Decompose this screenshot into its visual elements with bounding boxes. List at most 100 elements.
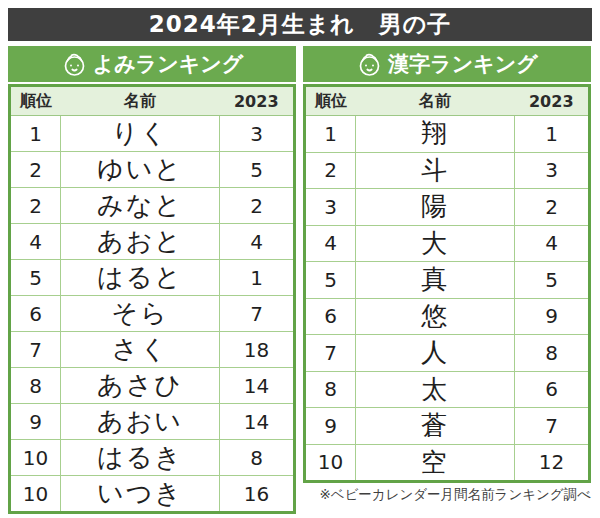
- name-cell: はるき: [61, 440, 220, 476]
- kanji-ranking-title: 漢字ランキング: [388, 50, 537, 78]
- yomi-ranking-table: 順位 名前 2023 1 りく 3 2: [8, 84, 296, 514]
- rank-cell: 4: [10, 224, 61, 260]
- rank-cell: 9: [10, 404, 61, 440]
- rank-cell: 8: [305, 371, 356, 408]
- rank-cell: 9: [305, 408, 356, 445]
- prev-rank-cell: 4: [220, 224, 295, 260]
- prev-rank-cell: 1: [515, 116, 590, 153]
- prev-rank-cell: 14: [220, 368, 295, 404]
- name-cell: 人: [356, 335, 515, 372]
- kanji-ranking-section: 漢字ランキング 順位 名前 2023 1 翔: [303, 46, 591, 514]
- rank-column-header: 順位: [10, 86, 61, 116]
- name-cell: あおい: [61, 404, 220, 440]
- table-row: 1 りく 3: [10, 116, 295, 152]
- prev-rank-cell: 7: [515, 408, 590, 445]
- prev-rank-cell: 18: [220, 332, 295, 368]
- name-cell: さく: [61, 332, 220, 368]
- name-cell: 陽: [356, 189, 515, 226]
- table-row: 2 みなと 2: [10, 188, 295, 224]
- yomi-ranking-header: よみランキング: [8, 46, 296, 82]
- table-row: 9 あおい 14: [10, 404, 295, 440]
- name-cell: あさひ: [61, 368, 220, 404]
- ranking-tables: よみランキング 順位 名前 2023 1 りく: [8, 46, 592, 514]
- table-row: 2 ゆいと 5: [10, 152, 295, 188]
- table-row: 5 真 5: [305, 262, 590, 299]
- prev-rank-cell: 9: [515, 298, 590, 335]
- name-column-header: 名前: [356, 86, 515, 116]
- prev-rank-cell: 2: [220, 188, 295, 224]
- prev-year-column-header: 2023: [515, 86, 590, 116]
- page-title: 2024年2月生まれ 男の子: [149, 9, 452, 40]
- yomi-header-row: 順位 名前 2023: [10, 86, 295, 116]
- table-row: 10 いつき 16: [10, 476, 295, 513]
- rank-cell: 2: [10, 188, 61, 224]
- prev-rank-cell: 16: [220, 476, 295, 513]
- name-cell: 真: [356, 262, 515, 299]
- table-row: 4 あおと 4: [10, 224, 295, 260]
- prev-rank-cell: 8: [220, 440, 295, 476]
- kanji-ranking-header: 漢字ランキング: [303, 46, 591, 82]
- name-cell: はると: [61, 260, 220, 296]
- rank-cell: 4: [305, 225, 356, 262]
- rank-cell: 6: [305, 298, 356, 335]
- rank-cell: 7: [10, 332, 61, 368]
- rank-column-header: 順位: [305, 86, 356, 116]
- table-row: 3 陽 2: [305, 189, 590, 226]
- prev-rank-cell: 8: [515, 335, 590, 372]
- source-footnote: ※ベビーカレンダー月間名前ランキング調べ: [303, 486, 591, 504]
- prev-year-column-header: 2023: [220, 86, 295, 116]
- kanji-table-body: 1 翔 1 2 斗 3 3 陽: [305, 116, 590, 482]
- yomi-table-body: 1 りく 3 2 ゆいと 5 2 みなと: [10, 116, 295, 513]
- name-cell: あおと: [61, 224, 220, 260]
- rank-cell: 7: [305, 335, 356, 372]
- rank-cell: 10: [10, 440, 61, 476]
- yomi-ranking-title: よみランキング: [93, 50, 243, 78]
- prev-rank-cell: 1: [220, 260, 295, 296]
- table-row: 6 悠 9: [305, 298, 590, 335]
- table-row: 2 斗 3: [305, 152, 590, 189]
- rank-cell: 8: [10, 368, 61, 404]
- table-row: 8 太 6: [305, 371, 590, 408]
- name-cell: いつき: [61, 476, 220, 513]
- table-row: 5 はると 1: [10, 260, 295, 296]
- name-cell: りく: [61, 116, 220, 152]
- baby-face-icon: [61, 51, 88, 78]
- rank-cell: 6: [10, 296, 61, 332]
- baby-face-icon: [356, 51, 383, 78]
- name-cell: 斗: [356, 152, 515, 189]
- prev-rank-cell: 3: [515, 152, 590, 189]
- table-row: 7 さく 18: [10, 332, 295, 368]
- prev-rank-cell: 12: [515, 444, 590, 481]
- name-cell: 太: [356, 371, 515, 408]
- title-bar: 2024年2月生まれ 男の子: [8, 8, 592, 41]
- table-row: 1 翔 1: [305, 116, 590, 153]
- table-row: 10 空 12: [305, 444, 590, 481]
- prev-rank-cell: 4: [515, 225, 590, 262]
- name-cell: みなと: [61, 188, 220, 224]
- name-cell: ゆいと: [61, 152, 220, 188]
- prev-rank-cell: 6: [515, 371, 590, 408]
- rank-cell: 5: [10, 260, 61, 296]
- table-row: 9 蒼 7: [305, 408, 590, 445]
- table-row: 6 そら 7: [10, 296, 295, 332]
- prev-rank-cell: 2: [515, 189, 590, 226]
- name-cell: そら: [61, 296, 220, 332]
- prev-rank-cell: 14: [220, 404, 295, 440]
- kanji-ranking-table: 順位 名前 2023 1 翔 1 2: [303, 84, 591, 483]
- prev-rank-cell: 5: [515, 262, 590, 299]
- rank-cell: 3: [305, 189, 356, 226]
- rank-cell: 10: [305, 444, 356, 481]
- rank-cell: 10: [10, 476, 61, 513]
- rank-cell: 1: [10, 116, 61, 152]
- kanji-header-row: 順位 名前 2023: [305, 86, 590, 116]
- rank-cell: 1: [305, 116, 356, 153]
- rank-cell: 2: [305, 152, 356, 189]
- table-row: 8 あさひ 14: [10, 368, 295, 404]
- prev-rank-cell: 3: [220, 116, 295, 152]
- name-cell: 翔: [356, 116, 515, 153]
- rank-cell: 5: [305, 262, 356, 299]
- prev-rank-cell: 7: [220, 296, 295, 332]
- name-column-header: 名前: [61, 86, 220, 116]
- name-cell: 空: [356, 444, 515, 481]
- table-row: 7 人 8: [305, 335, 590, 372]
